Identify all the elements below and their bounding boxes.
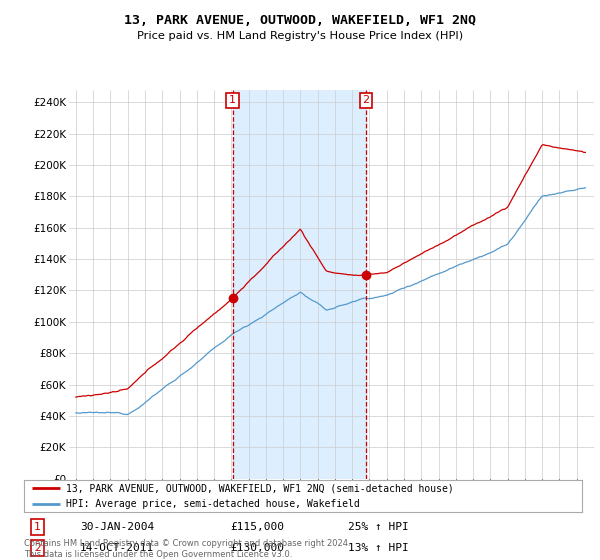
Text: Contains HM Land Registry data © Crown copyright and database right 2024.
This d: Contains HM Land Registry data © Crown c… bbox=[24, 539, 350, 559]
Text: 1: 1 bbox=[229, 95, 236, 105]
Text: 25% ↑ HPI: 25% ↑ HPI bbox=[347, 522, 409, 532]
Text: 13, PARK AVENUE, OUTWOOD, WAKEFIELD, WF1 2NQ (semi-detached house): 13, PARK AVENUE, OUTWOOD, WAKEFIELD, WF1… bbox=[66, 483, 454, 493]
Bar bbox=[233, 90, 366, 479]
Text: £115,000: £115,000 bbox=[230, 522, 284, 532]
Text: Price paid vs. HM Land Registry's House Price Index (HPI): Price paid vs. HM Land Registry's House … bbox=[137, 31, 463, 41]
Text: 13% ↑ HPI: 13% ↑ HPI bbox=[347, 543, 409, 553]
Text: 30-JAN-2004: 30-JAN-2004 bbox=[80, 522, 154, 532]
Text: 13, PARK AVENUE, OUTWOOD, WAKEFIELD, WF1 2NQ: 13, PARK AVENUE, OUTWOOD, WAKEFIELD, WF1… bbox=[124, 14, 476, 27]
Text: £130,000: £130,000 bbox=[230, 543, 284, 553]
Text: HPI: Average price, semi-detached house, Wakefield: HPI: Average price, semi-detached house,… bbox=[66, 500, 359, 510]
Text: 2: 2 bbox=[362, 95, 370, 105]
Text: 1: 1 bbox=[34, 522, 41, 532]
Text: 2: 2 bbox=[34, 543, 41, 553]
Text: 14-OCT-2011: 14-OCT-2011 bbox=[80, 543, 154, 553]
